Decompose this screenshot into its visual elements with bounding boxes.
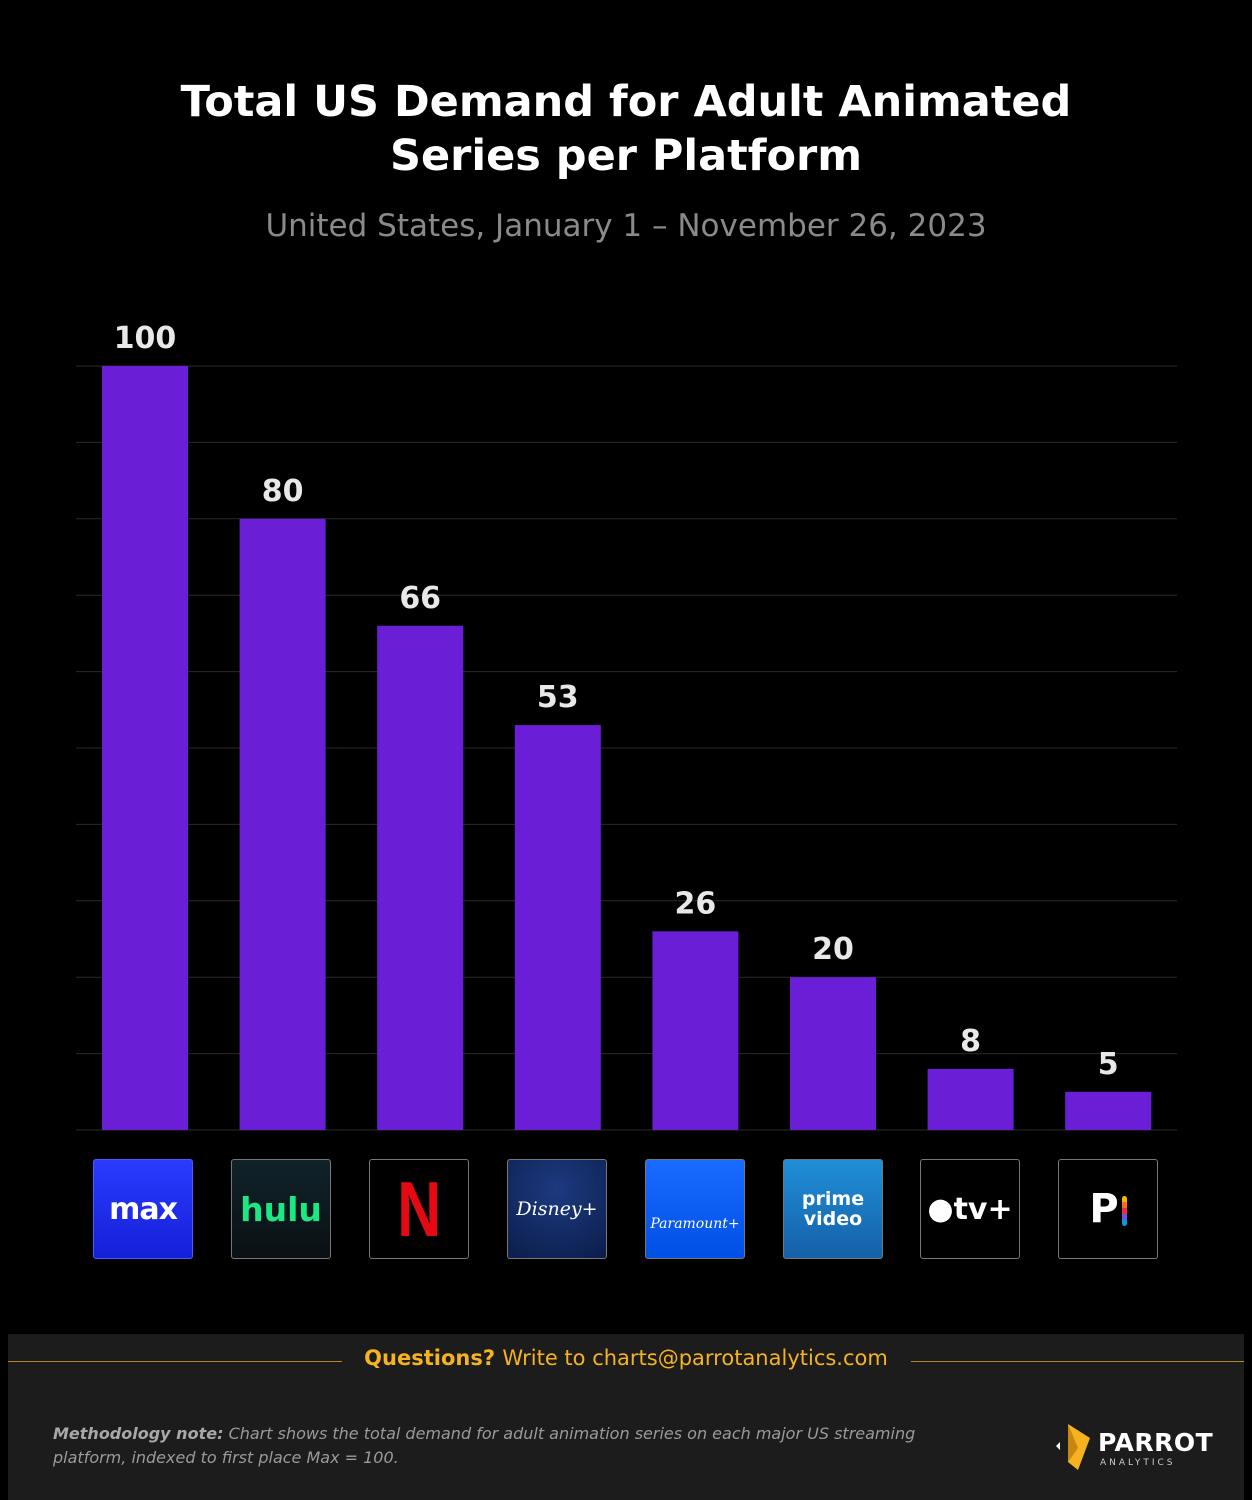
bar-apple-tv- (927, 1068, 1014, 1130)
value-label: 26 (675, 886, 717, 921)
peacock-logo-icon: P (1058, 1159, 1158, 1259)
apple-tv-plus-logo-icon: ●tv+ (920, 1159, 1020, 1259)
brand-subtitle: ANALYTICS (1100, 1458, 1176, 1468)
max-logo-icon: max (93, 1159, 193, 1259)
title-line-1: Total US Demand for Adult Animated (180, 77, 1072, 127)
value-label: 66 (399, 581, 441, 616)
methodology-note: Methodology note: Chart shows the total … (53, 1422, 953, 1470)
value-label: 53 (537, 680, 579, 715)
max-logo-text: max (109, 1191, 178, 1227)
paramount-plus-logo-text: Paramount+ (650, 1216, 740, 1232)
bar-peacock (1065, 1091, 1152, 1130)
peacock-logo-text: P (1089, 1186, 1119, 1232)
bar-disney- (514, 725, 601, 1130)
bars (102, 366, 1152, 1130)
disney-plus-logo-icon: Disney+ (507, 1159, 607, 1259)
parrot-logo-icon (1056, 1424, 1090, 1470)
footer: Questions? Write to charts@parrotanalyti… (8, 1334, 1244, 1500)
title-line-2: Series per Platform (389, 131, 862, 181)
paramount-plus-logo-icon: Paramount+ (645, 1159, 745, 1259)
prime-video-logo-icon: prime video (783, 1159, 883, 1259)
hulu-logo-icon: hulu (231, 1159, 331, 1259)
prime-logo-line-1: prime (801, 1188, 865, 1210)
apple-tv-logo-text: tv+ (953, 1191, 1013, 1227)
netflix-logo-icon: N (369, 1159, 469, 1259)
parrot-analytics-logo: PARROT ANALYTICS (1048, 1418, 1213, 1474)
questions-contact[interactable]: Write to charts@parrotanalytics.com (502, 1346, 888, 1370)
methodology-label: Methodology note: (53, 1424, 224, 1443)
footer-divider-left (8, 1361, 342, 1362)
peacock-dots-icon (1121, 1196, 1127, 1226)
value-label: 8 (960, 1024, 981, 1059)
disney-plus-logo-text: Disney+ (516, 1198, 598, 1220)
brand-name: PARROT (1098, 1428, 1214, 1457)
value-label: 20 (812, 932, 854, 967)
methodology-text: Chart shows the total demand for adult a… (53, 1424, 916, 1467)
bar-hulu (239, 518, 326, 1130)
bar-max (102, 366, 188, 1130)
bar-paramount- (652, 931, 739, 1130)
chart-subtitle: United States, January 1 – November 26, … (265, 208, 987, 244)
value-label: 100 (114, 321, 177, 356)
netflix-logo-text: N (397, 1164, 441, 1253)
questions-line: Questions? Write to charts@parrotanalyti… (8, 1346, 1244, 1370)
value-labels: 100 80 66 53 26 20 8 5 (114, 321, 1119, 1082)
chart-title: Total US Demand for Adult Animated Serie… (0, 75, 1252, 183)
prime-logo-line-2: video (803, 1208, 863, 1230)
apple-icon: ● (927, 1191, 954, 1227)
footer-divider-right (911, 1361, 1244, 1362)
questions-label: Questions? (364, 1346, 495, 1370)
value-label: 80 (262, 474, 304, 509)
bar-prime-video (790, 977, 876, 1130)
bar-netflix (377, 625, 464, 1130)
value-label: 5 (1098, 1047, 1119, 1082)
bar-chart: 100 80 66 53 26 20 8 5 (76, 321, 1177, 1131)
hulu-logo-text: hulu (240, 1189, 322, 1229)
